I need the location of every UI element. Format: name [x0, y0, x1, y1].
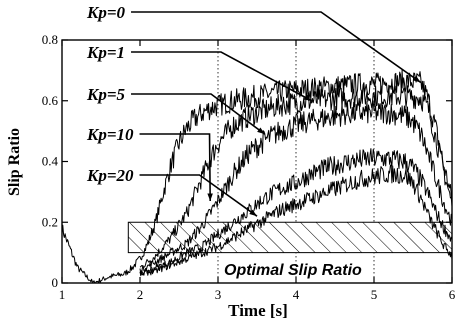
band-label: Optimal Slip Ratio: [224, 262, 362, 279]
series-label-kp-20: Kp=20: [86, 166, 134, 185]
series-callouts: Optimal Slip Ratio Kp=0 Kp=1 Kp=5 Kp=10 Kp=20: [86, 3, 422, 279]
x-tick-label: 2: [137, 287, 144, 302]
leader-line: [131, 11, 422, 84]
series-line-kp-0: [62, 69, 452, 283]
leader-line: [131, 51, 312, 102]
x-tick-label: 5: [371, 287, 378, 302]
x-tick-label: 4: [293, 287, 300, 302]
arrow-head: [249, 209, 257, 217]
series-label-kp-5: Kp=5: [86, 85, 126, 104]
axis-ticks: 1 2 3 4 5 6 0 0.2 0.4 0.6 0.8: [42, 32, 455, 302]
x-tick-label: 6: [449, 287, 455, 302]
y-tick-label: 0.6: [42, 93, 59, 108]
y-tick-label: 0.8: [42, 32, 58, 47]
series-label-kp-1: Kp=1: [86, 43, 125, 62]
arrow-head: [413, 75, 421, 83]
arrow-head: [303, 94, 312, 101]
leader-line: [131, 93, 266, 135]
series-line-kp-10: [139, 148, 452, 276]
optimal-slip-band: [127, 221, 453, 254]
series-label-kp-0: Kp=0: [86, 3, 126, 22]
leader-line: [139, 133, 211, 201]
y-axis-title: Slip Ratio: [6, 128, 23, 196]
band-hatch: [127, 221, 453, 254]
series-line-kp-20: [139, 164, 452, 277]
series-label-kp-10: Kp=10: [86, 125, 134, 144]
x-axis-title: Time [s]: [228, 301, 288, 320]
series-line-kp-1: [139, 84, 452, 269]
arrow-head: [257, 127, 265, 135]
series-lines: [62, 69, 452, 283]
x-tick-label: 3: [215, 287, 222, 302]
y-tick-label: 0.2: [42, 214, 58, 229]
x-tick-label: 1: [59, 287, 66, 302]
series-line-kp-5: [139, 101, 452, 275]
arrow-head: [207, 193, 213, 201]
y-tick-label: 0.4: [42, 154, 59, 169]
leader-line: [139, 174, 258, 217]
y-tick-label: 0: [52, 275, 59, 290]
